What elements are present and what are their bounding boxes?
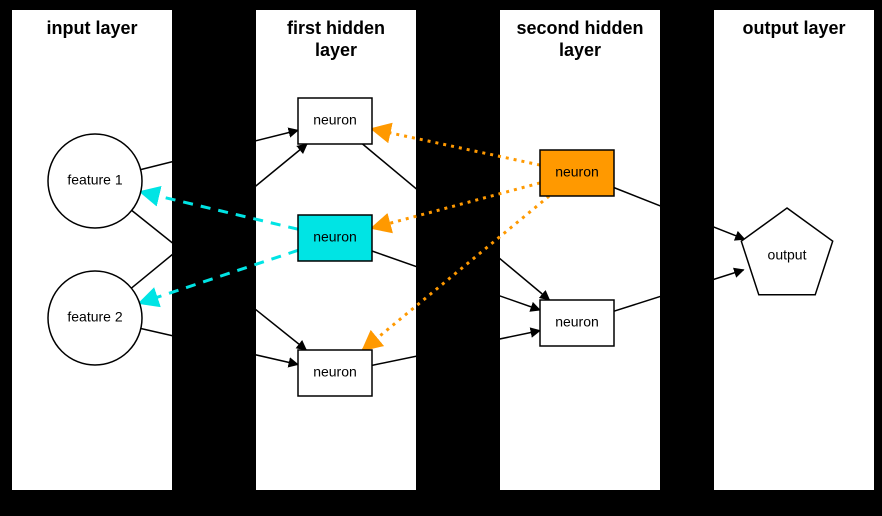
panel-hidden2 [500, 10, 660, 490]
node-label-feature1: feature 1 [67, 172, 122, 188]
node-label-h1n2: neuron [313, 229, 357, 245]
node-label-h1n3: neuron [313, 364, 357, 380]
node-label-feature2: feature 2 [67, 309, 122, 325]
node-label-out: output [768, 247, 807, 263]
node-label-h1n1: neuron [313, 112, 357, 128]
panel-title-output: output layer [742, 18, 845, 38]
panel-input [12, 10, 172, 490]
node-label-h2n1: neuron [555, 164, 599, 180]
panel-title-input: input layer [46, 18, 137, 38]
node-label-h2n2: neuron [555, 314, 599, 330]
